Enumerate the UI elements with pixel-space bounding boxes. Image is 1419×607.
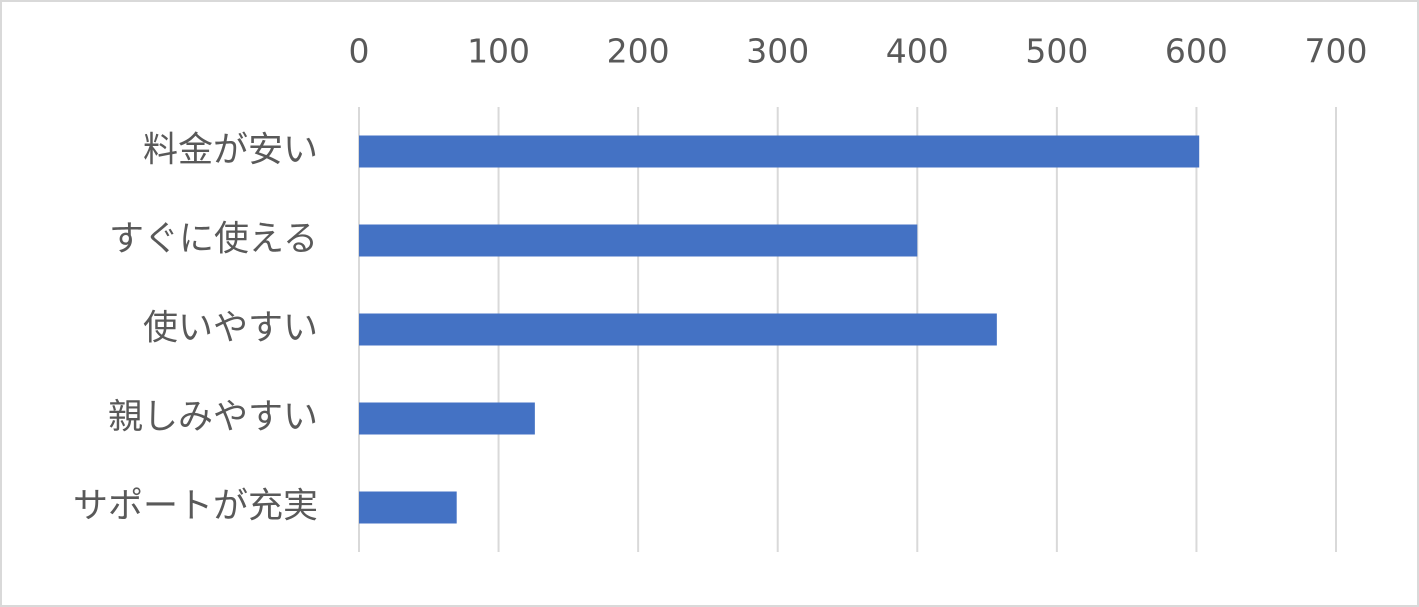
x-tick-label: 0 — [349, 32, 370, 71]
category-label: サポートが充実 — [73, 487, 318, 527]
category-label: すぐに使える — [109, 220, 318, 260]
category-label: 使いやすい — [143, 309, 318, 349]
bar — [359, 491, 457, 524]
x-tick-label: 100 — [467, 32, 530, 71]
category-label: 料金が安い — [143, 131, 318, 171]
x-tick-label: 500 — [1025, 32, 1088, 71]
x-tick-label: 400 — [886, 32, 949, 71]
x-tick-label: 700 — [1305, 32, 1368, 71]
bar — [359, 402, 535, 435]
x-tick-label: 600 — [1165, 32, 1228, 71]
bar — [359, 135, 1200, 168]
x-tick-label: 300 — [746, 32, 809, 71]
bar — [359, 224, 918, 257]
x-tick-label: 200 — [607, 32, 670, 71]
bar — [359, 313, 997, 346]
category-label: 親しみやすい — [108, 398, 318, 438]
